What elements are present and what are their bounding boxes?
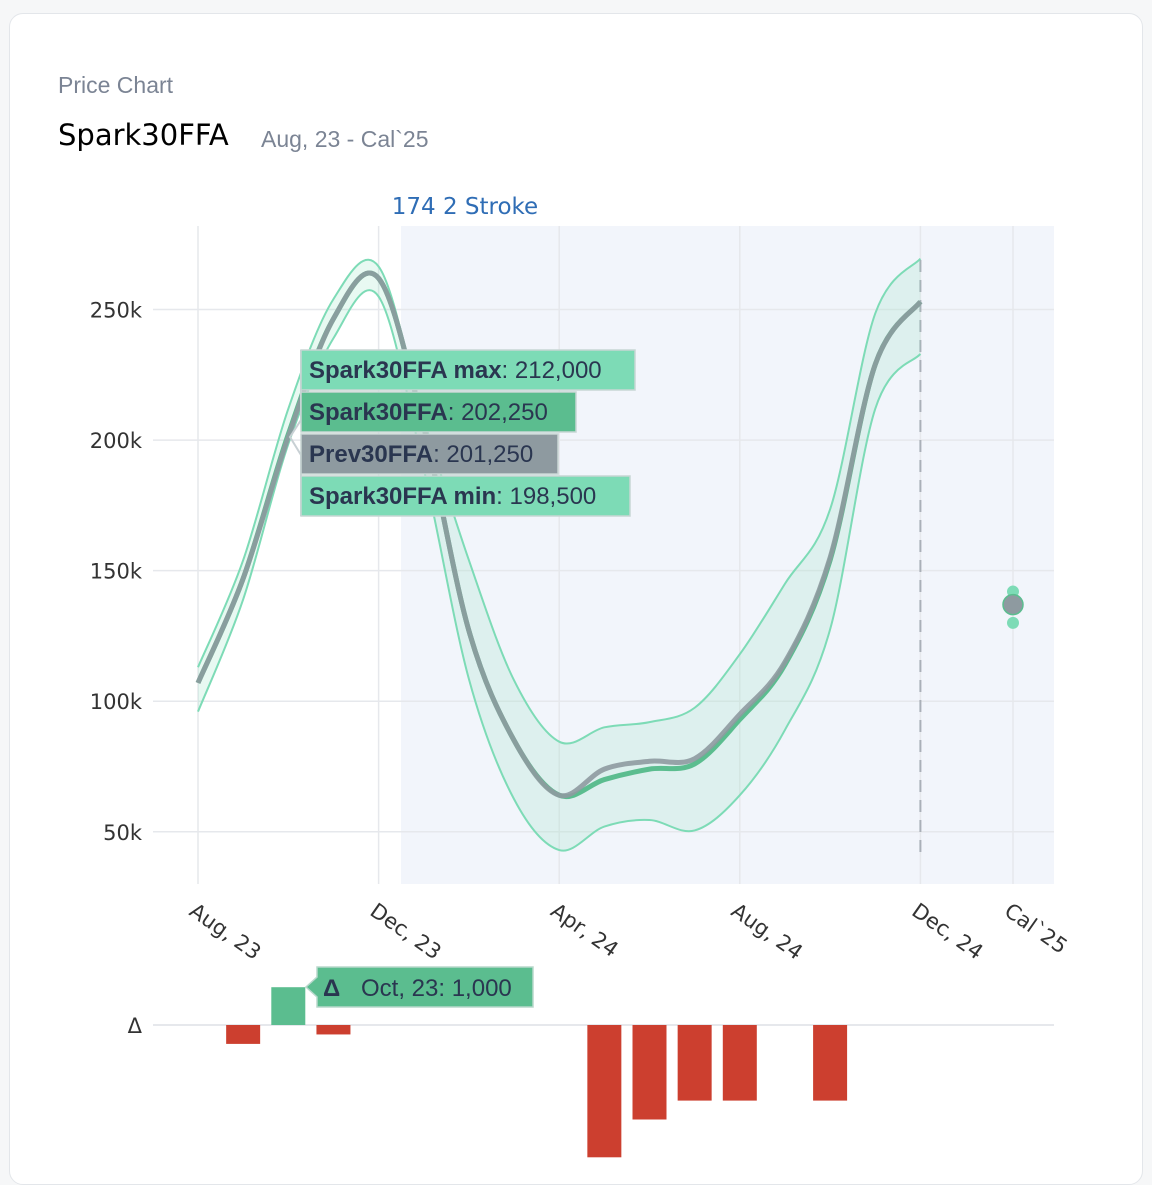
y-tick-label: 50k — [103, 821, 143, 845]
delta-bar — [632, 1025, 667, 1120]
delta-symbol: Δ — [323, 975, 340, 1002]
forecast-shade — [401, 226, 1054, 884]
delta-axis-label: Δ — [128, 1014, 143, 1038]
hover-tooltip: Spark30FFA max: 212,000 Spark30FFA: 202,2… — [288, 349, 636, 517]
tooltip-series-name: Spark30FFA min — [309, 483, 496, 510]
delta-bar — [226, 1025, 261, 1044]
tooltip-value: : 201,250 — [433, 441, 533, 468]
tooltip-series-name: Spark30FFA — [309, 399, 448, 426]
cal25-min-point — [1007, 616, 1019, 629]
delta-bar — [587, 1025, 622, 1158]
instrument-title: Spark30FFA — [58, 118, 229, 152]
date-range: Aug, 23 - Cal`25 — [261, 126, 429, 152]
tooltip-text: Prev30FFA: 201,250 — [309, 441, 533, 468]
x-tick-label: Dec, 24 — [908, 898, 988, 964]
delta-bar — [813, 1025, 848, 1101]
cal25-spark-point — [1002, 593, 1024, 616]
delta-tooltip-text: Oct, 23: 1,000 — [361, 975, 512, 1002]
delta-bar — [677, 1025, 712, 1101]
delta-tooltip: Δ Oct, 23: 1,000 — [304, 966, 534, 1008]
y-tick-label: 200k — [90, 429, 143, 453]
tooltip-series-name: Spark30FFA max — [309, 357, 502, 384]
delta-tooltip-box — [304, 966, 534, 1008]
x-tick-label: Dec, 23 — [366, 898, 446, 964]
tooltip-value: : 212,000 — [502, 357, 602, 384]
tooltip-text: Spark30FFA min: 198,500 — [309, 483, 596, 510]
card-subtitle: Price Chart — [58, 72, 174, 98]
delta-bar — [316, 1025, 351, 1035]
x-tick-label: Cal`25 — [1000, 898, 1072, 958]
delta-bar — [722, 1025, 757, 1101]
x-tick-label: Aug, 23 — [185, 898, 265, 964]
tooltip-series-name: Prev30FFA — [309, 441, 433, 468]
tooltip-row — [300, 349, 636, 391]
y-tick-label: 150k — [90, 560, 143, 584]
tooltip-row — [300, 475, 631, 517]
tooltip-value: : 202,250 — [448, 399, 548, 426]
y-tick-label: 100k — [90, 690, 143, 714]
tooltip-text: Spark30FFA max: 212,000 — [309, 357, 602, 384]
tooltip-row — [300, 391, 577, 433]
min-max-band — [198, 258, 921, 851]
tooltip-value: : 198,500 — [496, 483, 596, 510]
x-tick-label: Aug, 24 — [727, 898, 807, 964]
tooltip-text: Spark30FFA: 202,250 — [309, 399, 548, 426]
y-tick-label: 250k — [90, 299, 143, 323]
x-tick-label: Apr, 24 — [546, 898, 622, 961]
tooltip-row — [300, 433, 559, 475]
delta-bar — [271, 987, 306, 1025]
annotation-label: 174 2 Stroke — [392, 194, 538, 220]
